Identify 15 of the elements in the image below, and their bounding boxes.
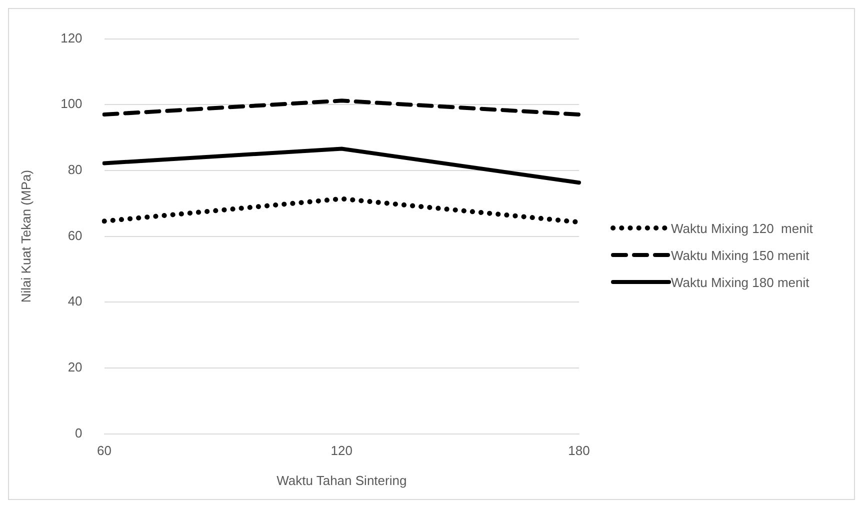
legend-label: Waktu Mixing 150 menit [671,248,810,262]
y-tick-label: 100 [60,96,82,112]
legend-label: Waktu Mixing 120 menit [671,220,813,236]
y-tick-label: 0 [75,425,82,440]
y-tick-label: 40 [68,294,82,309]
y-tick-label: 80 [68,162,82,178]
y-tick-label: 20 [68,360,82,375]
legend-label: Waktu Mixing 180 menit [671,274,810,290]
y-axis-title: Nilai Kuat Tekan (MPa) [18,170,34,303]
x-tick-label: 60 [97,443,112,458]
y-tick-label: 120 [60,30,82,46]
y-tick-label: 60 [68,228,82,243]
x-axis-title: Waktu Tahan Sintering [276,472,407,488]
x-tick-label: 180 [568,443,590,458]
x-tick-label: 120 [330,443,352,458]
